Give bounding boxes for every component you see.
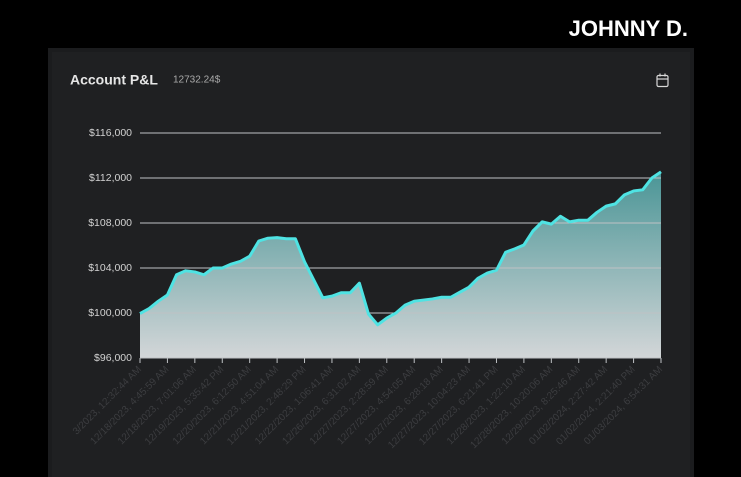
chart-title: Account P&L [70,72,158,88]
y-tick-label: $96,000 [94,352,132,364]
calendar-icon[interactable] [656,73,669,88]
y-tick-label: $116,000 [89,127,132,139]
y-tick-label: $104,000 [88,262,132,274]
y-tick-label: $112,000 [89,172,132,184]
pnl-line [139,170,662,327]
balance: 12732.24$ [173,75,221,86]
brand: JOHNNY D. [569,16,688,41]
y-tick-label: $100,000 [88,307,132,319]
y-tick-label: $108,000 [88,217,132,229]
area-fill [140,171,661,358]
plot: $96,000 $100,000 $104,000 $108,000 $112,000 $… [71,127,665,451]
